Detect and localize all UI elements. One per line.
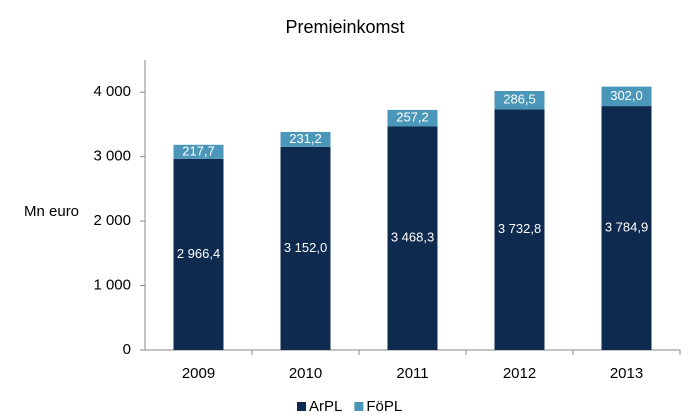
x-tick-label: 2013 (610, 365, 643, 382)
y-tick-label: 3 000 (93, 148, 131, 165)
bar-segment (387, 109, 438, 127)
y-tick-label: 1 000 (93, 277, 131, 294)
value-label: 257,2 (396, 110, 429, 125)
bar-segment (173, 158, 224, 350)
bar-segment (601, 86, 652, 107)
value-label: 3 152,0 (284, 240, 327, 255)
x-tick-label: 2009 (182, 365, 215, 382)
value-label: 3 732,8 (498, 221, 541, 236)
value-label: 302,0 (610, 88, 643, 103)
value-label: 231,2 (289, 131, 322, 146)
y-tick-label: 0 (123, 341, 131, 358)
chart-title: Premieinkomst (285, 17, 404, 37)
bar-segment (494, 90, 545, 110)
legend-label: FöPL (366, 398, 402, 415)
value-label: 2 966,4 (177, 246, 220, 261)
y-axis-label: Mn euro (24, 203, 79, 220)
value-label: 3 784,9 (605, 219, 648, 234)
x-tick-label: 2011 (396, 365, 428, 382)
bar-segment (387, 126, 438, 350)
x-tick-label: 2012 (503, 365, 536, 382)
bar-segment (280, 131, 331, 147)
value-label: 3 468,3 (391, 230, 434, 245)
bar-segment (494, 109, 545, 351)
bar-segment (601, 106, 652, 350)
bar-segment (280, 146, 331, 350)
y-tick-label: 4 000 (93, 83, 131, 100)
y-tick-label: 2 000 (93, 212, 131, 229)
bar-segment (173, 144, 224, 159)
legend-swatch (297, 402, 306, 411)
legend-swatch (354, 402, 364, 411)
legend-label: ArPL (309, 398, 342, 415)
value-label: 286,5 (503, 92, 536, 107)
value-label: 217,7 (182, 143, 215, 158)
x-tick-label: 2010 (289, 365, 322, 382)
